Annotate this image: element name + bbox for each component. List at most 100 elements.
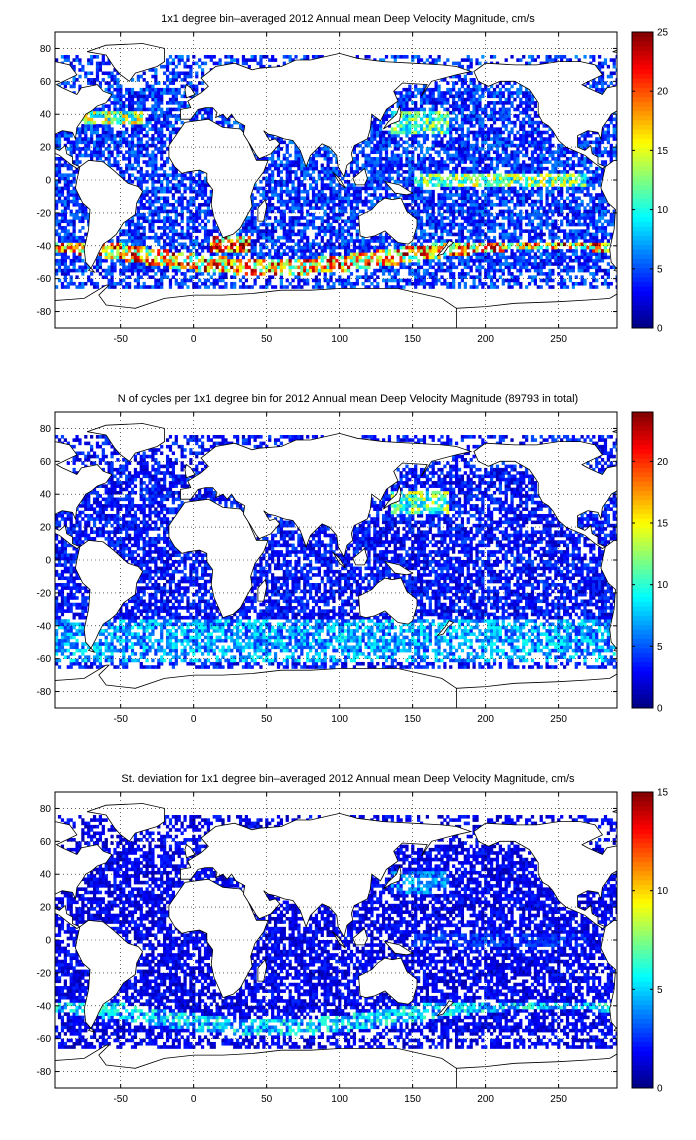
heatmap-cell — [478, 183, 482, 187]
heatmap-cell — [209, 189, 213, 194]
heatmap-cell — [460, 249, 465, 253]
heatmap-cell — [326, 226, 330, 230]
heatmap-cell — [469, 199, 473, 204]
heatmap-cell — [221, 258, 225, 263]
heatmap-cell — [189, 239, 193, 243]
heatmap-cell — [481, 127, 485, 131]
heatmap-cell — [113, 81, 117, 85]
heatmap-cell — [428, 206, 432, 210]
heatmap-cell — [466, 130, 470, 135]
heatmap-cell — [268, 262, 272, 266]
heatmap-cell — [163, 163, 167, 168]
heatmap-cell — [434, 275, 438, 279]
heatmap-cell — [247, 265, 251, 270]
heatmap-cell — [271, 209, 275, 214]
heatmap-cell — [101, 127, 105, 131]
heatmap-cell — [192, 281, 196, 286]
heatmap-cell — [244, 222, 248, 227]
heatmap-cell — [428, 124, 432, 128]
heatmap-cell — [78, 216, 82, 220]
heatmap-cell — [151, 166, 155, 171]
heatmap-cell — [376, 186, 380, 191]
heatmap-cell — [408, 160, 412, 164]
heatmap-cell — [425, 183, 429, 187]
heatmap-cell — [98, 110, 103, 115]
heatmap-cell — [215, 120, 219, 125]
heatmap-cell — [116, 78, 120, 82]
heatmap-cell — [484, 255, 488, 260]
heatmap-cell — [285, 147, 289, 151]
heatmap-cell — [63, 278, 67, 283]
heatmap-cell — [90, 61, 94, 66]
heatmap-cell — [212, 229, 216, 233]
heatmap-cell — [113, 87, 117, 92]
heatmap-cell — [224, 235, 228, 240]
heatmap-cell — [317, 245, 321, 250]
heatmap-cell — [203, 285, 208, 289]
heatmap-cell — [130, 120, 135, 125]
heatmap-cell — [189, 235, 193, 240]
heatmap-cell — [212, 219, 216, 224]
heatmap-cell — [110, 120, 114, 125]
heatmap-cell — [203, 107, 208, 112]
heatmap-cell — [189, 226, 193, 230]
heatmap-cell — [198, 110, 202, 115]
heatmap-cell — [428, 61, 432, 66]
heatmap-cell — [273, 58, 278, 62]
heatmap-cell — [90, 55, 94, 59]
heatmap-cell — [303, 183, 307, 187]
heatmap-cell — [136, 272, 140, 276]
heatmap-cell — [475, 84, 479, 89]
heatmap-cell — [490, 130, 494, 135]
heatmap-cell — [303, 258, 307, 263]
heatmap-cell — [244, 232, 248, 237]
heatmap-cell — [323, 156, 327, 161]
heatmap-cell — [276, 147, 281, 151]
heatmap-cell — [151, 180, 155, 184]
heatmap-cell — [55, 206, 59, 210]
heatmap-cell — [198, 180, 202, 184]
heatmap-cell — [285, 183, 289, 187]
heatmap-cell — [428, 285, 432, 289]
heatmap-cell — [145, 193, 149, 197]
heatmap-cell — [440, 94, 444, 99]
heatmap-cell — [165, 78, 170, 82]
heatmap-cell — [411, 180, 415, 184]
heatmap-cell — [195, 71, 199, 76]
heatmap-cell — [116, 101, 120, 105]
heatmap-cell — [57, 133, 62, 138]
heatmap-cell — [411, 199, 415, 204]
heatmap-cell — [332, 252, 336, 256]
heatmap-cell — [367, 206, 371, 210]
heatmap-cell — [262, 186, 266, 191]
heatmap-cell — [472, 278, 476, 283]
heatmap-cell — [481, 143, 485, 148]
heatmap-cell — [460, 206, 465, 210]
heatmap-cell — [414, 176, 418, 181]
heatmap-cell — [431, 170, 435, 174]
heatmap-cell — [279, 212, 284, 217]
heatmap-cell — [408, 143, 412, 148]
heatmap-cell — [75, 196, 79, 201]
heatmap-cell — [113, 156, 117, 161]
heatmap-cell — [142, 216, 146, 220]
heatmap-cell — [78, 84, 82, 89]
heatmap-cell — [250, 268, 254, 273]
heatmap-cell — [326, 265, 330, 270]
heatmap-cell — [55, 219, 59, 224]
heatmap-cell — [262, 242, 266, 247]
heatmap-cell — [189, 265, 193, 270]
heatmap-cell — [113, 107, 117, 112]
heatmap-cell — [422, 278, 427, 283]
heatmap-cell — [192, 176, 196, 181]
heatmap-cell — [332, 245, 336, 250]
heatmap-cell — [116, 245, 120, 250]
heatmap-cell — [484, 235, 488, 240]
heatmap-cell — [168, 114, 173, 118]
heatmap-cell — [332, 199, 336, 204]
heatmap-cell — [233, 281, 237, 286]
heatmap-cell — [84, 114, 88, 118]
heatmap-cell — [154, 94, 158, 99]
heatmap-cell — [449, 94, 453, 99]
heatmap-cell — [326, 163, 330, 168]
